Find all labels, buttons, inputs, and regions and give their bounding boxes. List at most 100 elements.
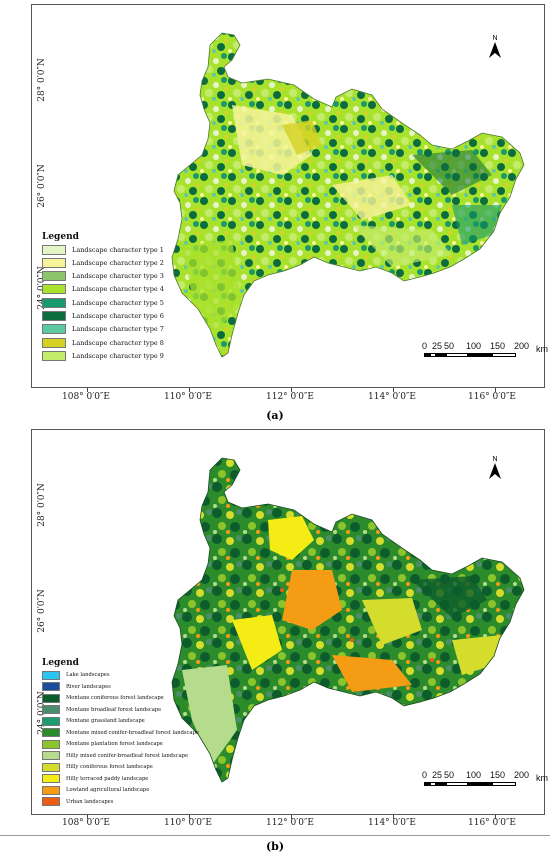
scale-tick: 100 bbox=[466, 770, 482, 780]
legend-label: Hilly coniferous forest landscape bbox=[66, 764, 153, 770]
legend-label: Urban landscapes bbox=[66, 798, 114, 805]
longitude-label: 116° 0′0″E bbox=[468, 392, 516, 402]
latitude-label: 28° 0′0″N bbox=[36, 483, 47, 527]
legend-label: Landscape character type 4 bbox=[72, 285, 164, 294]
longitude-label: 112° 0′0″E bbox=[266, 392, 314, 402]
legend-label: Hilly terraced paddy landscape bbox=[66, 775, 149, 782]
north-label: N bbox=[492, 35, 498, 42]
legend-item: River landscapes bbox=[42, 682, 199, 692]
legend-item: Hilly terraced paddy landscape bbox=[42, 774, 199, 784]
legend-item: Montane coniferous forest landscape bbox=[42, 693, 199, 703]
legend-item: Landscape character type 8 bbox=[42, 337, 164, 348]
scale-tick: 200 bbox=[514, 770, 530, 780]
legend-label: Lowland agricultural landscape bbox=[66, 787, 150, 793]
north-label: N bbox=[492, 456, 498, 463]
legend-label: Lake landscapes bbox=[66, 672, 110, 678]
legend-swatch bbox=[42, 762, 60, 772]
legend-label: Montane broadleaf forest landscape bbox=[66, 706, 162, 713]
longitude-label: 110° 0′0″E bbox=[164, 392, 212, 402]
scale-tick: 25 bbox=[432, 770, 443, 780]
legend-a: Legend Landscape character type 1 Landsc… bbox=[42, 232, 164, 364]
legend-swatch bbox=[42, 310, 66, 321]
scale-tick: 150 bbox=[490, 770, 506, 780]
legend-swatch bbox=[42, 297, 66, 308]
legend-label: Montane grassland landscape bbox=[66, 718, 145, 724]
scale-tick: 50 bbox=[444, 341, 455, 351]
legend-label: Montane coniferous forest landscape bbox=[66, 695, 164, 701]
legend-item: Montane broadleaf forest landscape bbox=[42, 705, 199, 715]
longitude-label: 108° 0′0″E bbox=[62, 818, 110, 828]
latitude-label: 26° 0′0″N bbox=[36, 164, 47, 208]
legend-swatch bbox=[42, 739, 60, 749]
longitude-label: 110° 0′0″E bbox=[164, 818, 212, 828]
legend-swatch bbox=[42, 774, 60, 783]
legend-swatch bbox=[42, 244, 66, 255]
legend-swatch bbox=[42, 797, 60, 806]
scale-tick: 25 bbox=[432, 341, 443, 351]
longitude-label: 108° 0′0″E bbox=[62, 392, 110, 402]
legend-item: Lowland agricultural landscape bbox=[42, 785, 199, 795]
legend-item: Landscape character type 4 bbox=[42, 284, 164, 295]
legend-item: Montane grassland landscape bbox=[42, 716, 199, 726]
latitude-label: 28° 0′0″N bbox=[36, 58, 47, 102]
legend-swatch bbox=[42, 284, 66, 295]
legend-swatch bbox=[42, 751, 60, 760]
legend-label: Landscape character type 9 bbox=[72, 351, 164, 360]
caption-b: (b) bbox=[265, 840, 285, 853]
legend-item: Montane mixed conifer-broadleaf forest l… bbox=[42, 728, 199, 738]
north-arrow-icon bbox=[489, 463, 501, 479]
north-arrow-icon bbox=[489, 42, 501, 58]
divider bbox=[0, 835, 550, 836]
longitude-label: 114° 0′0″E bbox=[368, 392, 416, 402]
legend-swatch bbox=[42, 682, 60, 691]
legend-label: Landscape character type 6 bbox=[72, 311, 164, 320]
legend-item: Hilly mixed conifer-broadleaf forest lan… bbox=[42, 751, 199, 761]
legend-label: Landscape character type 3 bbox=[72, 272, 164, 281]
scale-bar: 0 25 50 100 150 200 km bbox=[422, 770, 548, 790]
legend-label: Landscape character type 7 bbox=[72, 325, 164, 334]
legend-b: Legend Lake landscapes River landscapes … bbox=[42, 658, 199, 808]
legend-item: Lake landscapes bbox=[42, 670, 199, 680]
scale-unit: km bbox=[536, 773, 548, 783]
legend-swatch bbox=[42, 350, 66, 361]
legend-item: Landscape character type 7 bbox=[42, 324, 164, 335]
legend-swatch bbox=[42, 693, 60, 703]
legend-label: Hilly mixed conifer-broadleaf forest lan… bbox=[66, 752, 189, 759]
legend-item: Landscape character type 9 bbox=[42, 350, 164, 361]
map-panel-a: 28° 0′0″N 26° 0′0″N 24° 0′0″N N Legend L… bbox=[31, 4, 548, 388]
legend-item: Montane plantation forest landscape bbox=[42, 739, 199, 749]
scale-tick: 0 bbox=[422, 341, 428, 351]
scale-tick: 150 bbox=[490, 341, 506, 351]
scale-tick: 200 bbox=[514, 341, 530, 351]
scale-tick: 100 bbox=[466, 341, 482, 351]
legend-label: Landscape character type 8 bbox=[72, 338, 164, 347]
legend-item: Landscape character type 1 bbox=[42, 244, 164, 255]
longitude-label: 112° 0′0″E bbox=[266, 818, 314, 828]
legend-item: Urban landscapes bbox=[42, 797, 199, 807]
legend-swatch bbox=[42, 271, 66, 282]
legend-title: Legend bbox=[42, 658, 79, 668]
landscape-type-map bbox=[171, 457, 525, 783]
latitude-label: 26° 0′0″N bbox=[36, 589, 47, 633]
longitude-label: 114° 0′0″E bbox=[368, 818, 416, 828]
scale-tick: 0 bbox=[422, 770, 428, 780]
north-arrow: N bbox=[488, 35, 502, 63]
scale-tick: 50 bbox=[444, 770, 455, 780]
longitude-label: 116° 0′0″E bbox=[468, 818, 516, 828]
legend-label: Montane mixed conifer-broadleaf forest l… bbox=[66, 729, 199, 736]
legend-item: Hilly coniferous forest landscape bbox=[42, 762, 199, 772]
legend-swatch bbox=[42, 705, 60, 714]
legend-label: Montane plantation forest landscape bbox=[66, 741, 163, 747]
legend-label: Landscape character type 1 bbox=[72, 245, 164, 254]
landscape-character-map bbox=[171, 32, 525, 358]
legend-swatch bbox=[42, 728, 60, 737]
legend-item: Landscape character type 2 bbox=[42, 257, 164, 268]
legend-swatch bbox=[42, 324, 66, 335]
scale-bar: 0 25 50 100 150 200 km bbox=[422, 341, 548, 361]
legend-item: Landscape character type 3 bbox=[42, 271, 164, 282]
legend-swatch bbox=[42, 716, 60, 726]
legend-title: Legend bbox=[42, 232, 79, 242]
legend-label: River landscapes bbox=[66, 683, 111, 690]
scale-unit: km bbox=[536, 344, 548, 354]
north-arrow: N bbox=[488, 456, 502, 484]
